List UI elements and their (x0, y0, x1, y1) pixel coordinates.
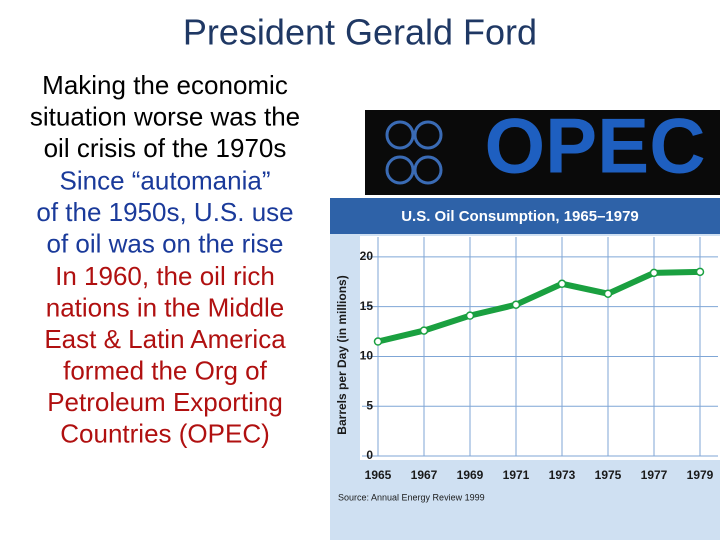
x-tick-label: 1965 (365, 468, 392, 482)
text-line: of the 1950s, U.S. use (36, 197, 293, 227)
text-line: oil crisis of the 1970s (44, 133, 287, 163)
text-line: of oil was on the rise (46, 228, 283, 258)
text-line: Making the economic (42, 70, 288, 100)
x-tick-label: 1975 (595, 468, 622, 482)
x-tick-label: 1979 (687, 468, 714, 482)
text-line: Petroleum Exporting (47, 387, 283, 417)
data-point (511, 300, 521, 309)
data-point (373, 337, 383, 346)
data-point (557, 279, 567, 289)
x-tick-label: 1977 (641, 468, 668, 482)
chart-source: Source: Annual Energy Review 1999 (338, 492, 485, 502)
y-axis-label: Barrels per Day (in millions) (335, 275, 349, 434)
plot: 0 5 10 15 20 1965 1967 1969 1971 1973 1975 1977 1979 (360, 237, 718, 482)
y-tick-label: 10 (360, 349, 374, 363)
text-line: In 1960, the oil rich (55, 261, 275, 291)
x-tick-label: 1973 (549, 468, 576, 482)
data-line (377, 268, 701, 345)
y-tick-label: 20 (360, 249, 374, 263)
text-line: formed the Org of (63, 355, 268, 385)
data-point (695, 267, 705, 277)
text-line: East & Latin America (44, 324, 286, 354)
data-point (465, 311, 475, 320)
text-line: Countries (OPEC) (60, 418, 270, 448)
y-tick-label: 5 (366, 398, 373, 412)
text-line: situation worse was the (30, 101, 300, 131)
data-point (419, 326, 429, 335)
x-tick-label: 1971 (503, 468, 530, 482)
x-tick-label: 1969 (457, 468, 484, 482)
chart-title: U.S. Oil Consumption, 1965–1979 (401, 208, 639, 225)
y-tick-label: 0 (366, 448, 373, 462)
x-tick-label: 1967 (411, 468, 438, 482)
data-point (649, 268, 659, 278)
logo-text: OPEC (484, 102, 705, 190)
text-line: nations in the Middle (46, 292, 284, 322)
text-line: Since “automania” (60, 165, 271, 195)
opec-logo: OPEC (365, 102, 720, 195)
y-tick-label: 15 (360, 299, 374, 313)
data-point (603, 289, 613, 298)
slide-title: President Gerald Ford (183, 12, 537, 53)
chart-image: U.S. Oil Consumption, 1965–1979 Barrels … (330, 198, 720, 540)
